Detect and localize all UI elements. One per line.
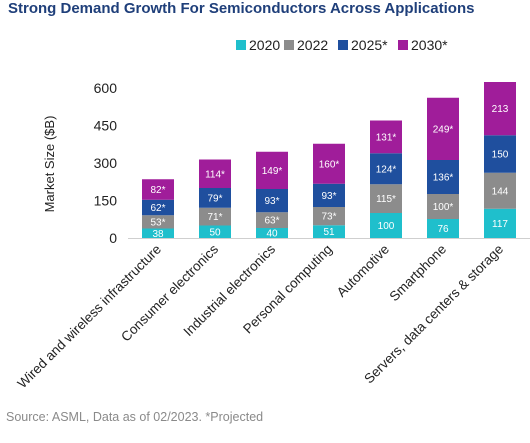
legend: 2020 2022 2025* 2030*: [236, 37, 448, 53]
bar-data-label: 93*: [321, 191, 336, 202]
bar-data-label: 63*: [264, 216, 279, 227]
bar-segment: [142, 199, 174, 216]
bar-data-label: 249*: [433, 124, 454, 135]
y-axis: 0 150 300 450 600: [94, 80, 118, 246]
legend-label: 2022: [297, 37, 328, 53]
bar-stack: 117 144 150 213: [484, 82, 516, 238]
bar-data-label: 50: [209, 227, 221, 238]
bar-segment: [427, 219, 459, 238]
bar-data-label: 62*: [150, 203, 165, 214]
bar-data-label: 100*: [433, 202, 454, 213]
bar-segment: [484, 208, 516, 238]
bar-segment: [199, 207, 231, 226]
bar-data-label: 149*: [262, 166, 283, 177]
source-note: Source: ASML, Data as of 02/2023. *Proje…: [6, 410, 264, 424]
bar-segment: [484, 135, 516, 173]
bar-stack: 50 71* 79* 114*: [199, 159, 231, 238]
x-tick-label: Smartphone: [387, 242, 450, 305]
bar-segment: [370, 213, 402, 238]
bar-data-label: 131*: [376, 132, 397, 143]
bar-data-label: 76: [437, 224, 449, 235]
bar-stack: 40 63* 93* 149*: [256, 151, 288, 240]
bar-segment: [370, 120, 402, 154]
bar-segment: [427, 194, 459, 219]
bar-segment: [370, 184, 402, 213]
y-axis-label: Market Size ($B): [42, 116, 57, 213]
y-tick-label: 150: [94, 193, 118, 209]
bar-segment: [427, 97, 459, 160]
bar-stack: 76 100* 136* 249*: [427, 97, 459, 238]
bar-segment: [256, 151, 288, 189]
bar-stack: 51 73* 93* 160*: [313, 143, 345, 238]
chart-title: Strong Demand Growth For Semiconductors …: [8, 0, 475, 17]
bar-segment: [313, 207, 345, 226]
bar-segment: [484, 172, 516, 209]
bar-data-label: 114*: [205, 169, 225, 180]
y-tick-label: 300: [94, 155, 118, 171]
bar-data-label: 213: [492, 104, 509, 115]
legend-swatch: [398, 40, 408, 50]
bar-segment: [256, 189, 288, 213]
x-axis: Wired and wireless infrastructureConsume…: [15, 238, 530, 391]
bar-segment: [484, 82, 516, 136]
legend-label: 2020: [249, 37, 280, 53]
bar-data-label: 82*: [150, 185, 165, 196]
bar-data-label: 73*: [321, 212, 336, 223]
x-tick-label: Automotive: [334, 242, 392, 300]
bar-segment: [313, 225, 345, 238]
bar-data-label: 117: [492, 219, 508, 230]
bar-segment: [199, 188, 231, 208]
legend-label: 2025*: [351, 37, 388, 53]
bar-data-label: 160*: [319, 159, 340, 170]
bar-data-label: 150: [492, 150, 509, 161]
y-tick-label: 600: [94, 80, 118, 96]
bar-segment: [142, 215, 174, 229]
legend-label: 2030*: [411, 37, 448, 53]
bar-data-label: 136*: [433, 173, 454, 184]
y-tick-label: 0: [109, 230, 117, 246]
legend-swatch: [236, 40, 246, 50]
bar-segment: [199, 159, 231, 188]
bar-segment: [199, 225, 231, 238]
bar-data-label: 144: [492, 186, 509, 197]
x-tick-label: Consumer electronics: [118, 241, 221, 344]
bar-segment: [256, 228, 288, 238]
bar-segment: [256, 212, 288, 228]
bar-data-label: 100: [378, 221, 395, 232]
bar-data-label: 79*: [207, 193, 222, 204]
bar-data-label: 51: [323, 227, 335, 238]
y-tick-label: 450: [94, 118, 118, 134]
bar-segment: [313, 183, 345, 207]
bar-data-label: 40: [266, 229, 278, 240]
bar-segment: [370, 153, 402, 185]
bar-segment: [427, 160, 459, 194]
bar-data-label: 124*: [376, 164, 397, 175]
bar-segment: [313, 143, 345, 184]
bar-data-label: 93*: [264, 196, 279, 207]
bar-data-label: 53*: [150, 217, 165, 228]
legend-swatch: [338, 40, 348, 50]
bar-stack: 100 115* 124* 131*: [370, 120, 402, 238]
bar-segment: [142, 179, 174, 200]
legend-swatch: [284, 40, 294, 50]
bar-data-label: 115*: [376, 194, 396, 205]
bar-segment: [142, 228, 174, 238]
bar-data-label: 38: [152, 229, 164, 240]
bar-data-label: 71*: [207, 212, 222, 223]
